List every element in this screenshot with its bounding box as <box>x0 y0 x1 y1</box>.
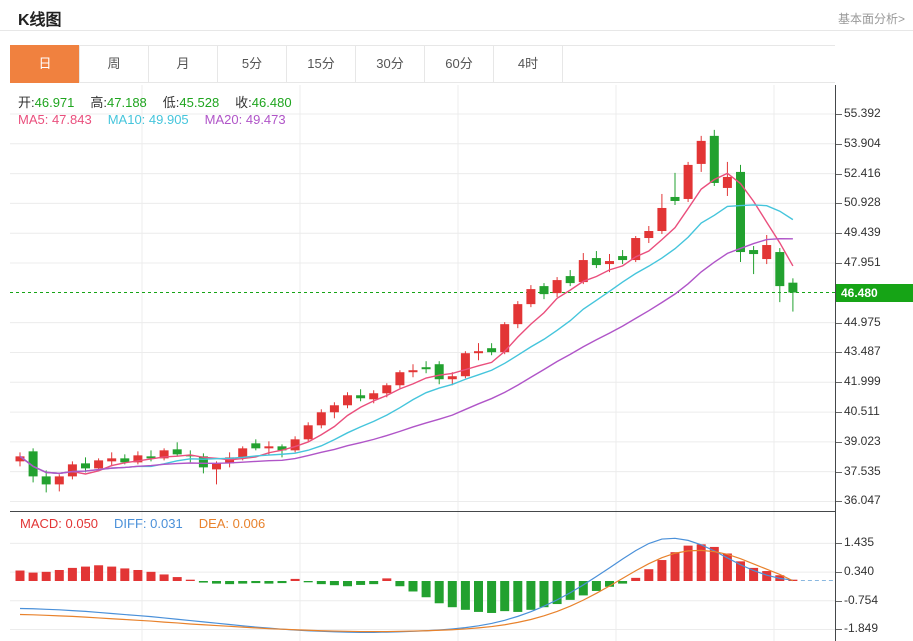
y-axis-tick-label: 53.904 <box>844 135 881 150</box>
header-divider <box>0 30 913 31</box>
y-axis-tick <box>836 471 842 473</box>
y-axis-tick-label: 47.951 <box>844 255 881 270</box>
page-title: K线图 <box>18 12 62 29</box>
readout-item: MA20: 49.473 <box>204 112 286 127</box>
y-axis-tick <box>836 501 842 503</box>
readout-item: MA5: 47.843 <box>18 112 92 127</box>
ma-readout: MA5: 47.843 MA10: 49.905 MA20: 49.473 <box>18 112 302 127</box>
y-axis-tick-label: 37.535 <box>844 463 881 478</box>
y-axis-tick-label: 43.487 <box>844 344 881 359</box>
y-axis-tick-label: 0.340 <box>844 564 875 579</box>
fundamental-analysis-link[interactable]: 基本面分析> <box>837 12 905 26</box>
tab-interval-6[interactable]: 60分 <box>424 45 494 83</box>
tab-interval-5[interactable]: 30分 <box>355 45 425 83</box>
panel-separator-line <box>10 511 836 512</box>
y-axis-tick <box>836 143 842 145</box>
y-axis-tick-label: 39.023 <box>844 433 881 448</box>
readout-item: MACD: 0.050 <box>20 516 99 531</box>
y-axis-tick-label: 50.928 <box>844 195 881 210</box>
y-axis-tick <box>836 543 842 545</box>
tab-interval-1[interactable]: 周 <box>79 45 149 83</box>
y-axis-tick <box>836 572 842 574</box>
y-axis-tick <box>836 263 842 265</box>
y-axis-tick-label: 44.975 <box>844 314 881 329</box>
tab-interval-4[interactable]: 15分 <box>286 45 356 83</box>
y-axis-tick <box>836 114 842 115</box>
y-axis-tick <box>836 629 842 631</box>
y-axis-tick-label: 41.999 <box>844 374 881 389</box>
y-axis-tick-label: 40.511 <box>844 404 880 419</box>
tab-interval-3[interactable]: 5分 <box>217 45 287 83</box>
readout-item: DIFF: 0.031 <box>114 516 183 531</box>
current-price-badge: 46.480 <box>836 283 913 302</box>
y-axis-tick <box>836 322 842 324</box>
readout-item: 低:45.528 <box>162 95 220 110</box>
y-axis-tick <box>836 233 842 235</box>
ohlc-readout: 开:46.971 高:47.188 低:45.528 收:46.480 <box>18 92 308 111</box>
y-axis-tick-label: 49.439 <box>844 225 881 240</box>
y-axis-tick-label: -0.754 <box>844 592 879 607</box>
y-axis-tick-label: 36.047 <box>844 493 881 508</box>
y-axis-tick <box>836 173 842 175</box>
y-axis-tick-label: -1.849 <box>844 621 879 636</box>
price-chart-canvas[interactable] <box>10 85 835 512</box>
tab-interval-0[interactable]: 日 <box>10 45 80 83</box>
interval-tab-strip: 日周月 5分 15分 30分 60分 4时 <box>10 45 835 83</box>
macd-readout: MACD: 0.050 DIFF: 0.031 DEA: 0.006 <box>20 516 281 531</box>
y-axis-tick <box>836 412 842 414</box>
readout-item: 开:46.971 <box>18 95 75 110</box>
y-axis-tick <box>836 382 842 384</box>
macd-chart-canvas[interactable] <box>10 512 835 641</box>
tab-interval-7[interactable]: 4时 <box>493 45 563 83</box>
y-axis-tick-label: 55.392 <box>844 106 881 120</box>
readout-item: DEA: 0.006 <box>198 516 266 531</box>
y-axis-tick <box>836 600 842 602</box>
readout-item: 高:47.188 <box>90 95 147 110</box>
y-axis-tick <box>836 441 842 443</box>
y-axis-tick-label: 52.416 <box>844 165 881 180</box>
tab-interval-2[interactable]: 月 <box>148 45 218 83</box>
readout-item: MA10: 49.905 <box>107 112 189 127</box>
y-axis-tick <box>836 203 842 205</box>
y-axis-tick-label: 1.435 <box>844 535 875 550</box>
readout-item: 收:46.480 <box>235 95 292 110</box>
y-axis-line <box>835 85 836 641</box>
y-axis-tick <box>836 352 842 354</box>
